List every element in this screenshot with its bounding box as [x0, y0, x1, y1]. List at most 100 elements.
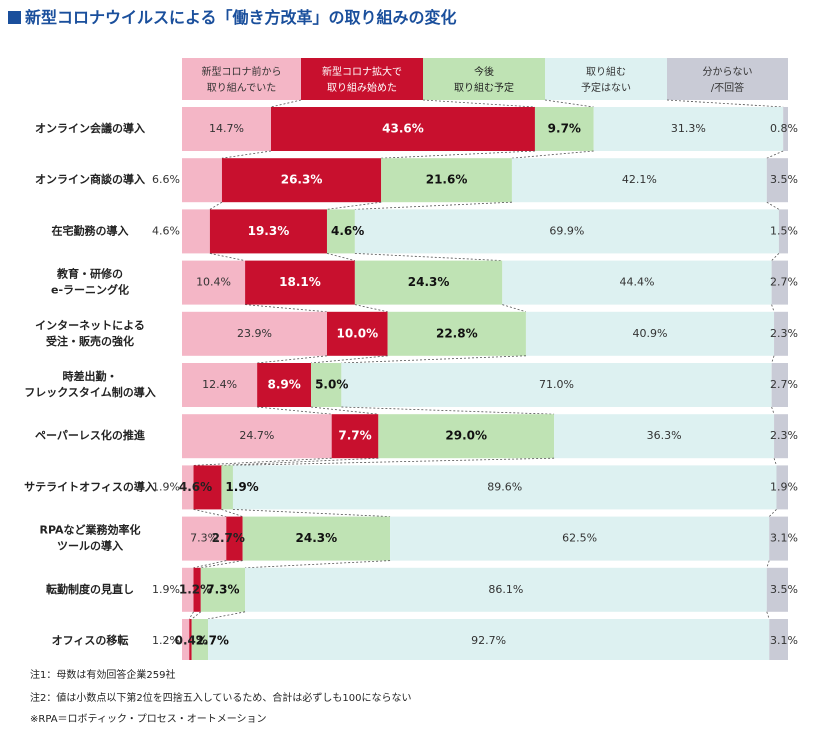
- bar-segment: [766, 567, 788, 612]
- category-label-5-1: フレックスタイム制の導入: [24, 385, 155, 399]
- value-label: 1.2%: [179, 582, 212, 596]
- row-connector: [341, 406, 555, 415]
- value-label: 5.0%: [315, 378, 348, 392]
- value-label: 1.2%: [152, 634, 180, 647]
- bar-segment: [193, 567, 201, 612]
- legend-label-4-0: 分からない: [703, 66, 753, 78]
- category-label-1-0: オンライン商談の導入: [35, 172, 145, 186]
- legend-label-1-1: 取り組み始めた: [327, 81, 397, 94]
- bar-segment: [270, 107, 535, 151]
- row-connector: [245, 560, 391, 569]
- value-label: 19.3%: [248, 224, 290, 238]
- row-connector: [771, 304, 775, 312]
- row-connector: [511, 150, 594, 159]
- value-label: 3.5%: [770, 583, 798, 596]
- legend-box-1: [301, 58, 423, 100]
- category-label-10-0: オフィスの移転: [52, 633, 129, 647]
- row-connector: [326, 201, 382, 210]
- category-label-7-0: サテライトオフィスの導入: [24, 479, 156, 493]
- row-connector: [193, 509, 227, 517]
- value-label: 1.5%: [770, 224, 798, 237]
- bar-segment: [341, 363, 772, 407]
- bar-segment: [769, 516, 788, 561]
- bar-segment: [209, 209, 327, 254]
- bar-segment: [554, 414, 775, 459]
- value-label: 86.1%: [488, 583, 523, 596]
- bar-segment: [182, 311, 327, 356]
- value-label: 14.7%: [209, 122, 244, 135]
- bar-segment: [354, 260, 503, 305]
- row-connector: [311, 355, 388, 364]
- value-label: 7.7%: [338, 429, 371, 443]
- value-label: 40.9%: [633, 327, 668, 340]
- value-label: 3.1%: [770, 532, 798, 545]
- row-connector: [773, 458, 777, 466]
- legend-connector-1: [270, 99, 302, 108]
- category-label-0-0: オンライン会議の導入: [35, 121, 145, 135]
- row-connector: [221, 509, 243, 517]
- row-connector: [311, 406, 379, 415]
- legend-label-0-1: 取り組んでいた: [207, 81, 277, 94]
- bar-segment: [769, 619, 788, 660]
- value-label: 21.6%: [426, 173, 468, 187]
- value-label: 0.4%: [175, 634, 208, 648]
- bar-segment: [182, 567, 194, 612]
- row-connector: [232, 457, 555, 466]
- value-label: 24.3%: [408, 275, 450, 289]
- value-label: 2.3%: [770, 429, 798, 442]
- bar-segment: [191, 619, 209, 660]
- value-label: 42.1%: [622, 173, 657, 186]
- value-label: 12.4%: [202, 378, 237, 391]
- legend-label-2-1: 取り組む予定: [454, 81, 514, 94]
- value-label: 22.8%: [436, 326, 478, 340]
- value-label: 43.6%: [382, 122, 424, 136]
- row-connector: [766, 150, 784, 159]
- row-connector: [354, 304, 388, 313]
- value-label: 4.6%: [179, 480, 212, 494]
- category-label-3-1: e-ラーニング化: [51, 283, 129, 297]
- bar-segment: [182, 158, 222, 203]
- note-1: 注1：母数は有効回答企業259社: [30, 670, 176, 681]
- value-label: 2.3%: [770, 327, 798, 340]
- value-label: 10.4%: [196, 276, 231, 289]
- bar-segment: [189, 619, 192, 660]
- bar-segment: [326, 311, 388, 356]
- row-connector: [200, 560, 243, 569]
- row-connector: [209, 253, 246, 261]
- bar-segment: [208, 619, 770, 660]
- value-label: 3.1%: [770, 634, 798, 647]
- value-label: 2.7%: [196, 634, 229, 648]
- row-connector: [221, 457, 379, 466]
- value-label: 4.6%: [331, 224, 364, 238]
- bar-segment: [232, 465, 777, 510]
- legend-label-0-0: 新型コロナ前から: [202, 65, 282, 78]
- value-label: 26.3%: [281, 173, 323, 187]
- value-label: 92.7%: [471, 634, 506, 647]
- row-connector: [232, 509, 391, 517]
- value-label: 2.7%: [212, 531, 245, 545]
- bar-segment: [771, 363, 788, 407]
- legend-connector-3: [544, 99, 594, 108]
- bar-segment: [242, 516, 391, 561]
- row-connector: [341, 355, 526, 364]
- row-connector: [207, 611, 246, 620]
- row-connector: [502, 304, 527, 313]
- bar-segment: [774, 311, 788, 356]
- bar-segment: [354, 209, 779, 254]
- value-label: 44.4%: [619, 276, 654, 289]
- bar-segment: [182, 209, 210, 254]
- row-connector: [193, 560, 227, 569]
- row-connector: [771, 355, 775, 364]
- bar-segment: [778, 209, 788, 254]
- bar-segment: [182, 414, 332, 459]
- bar-segment: [378, 414, 555, 459]
- bar-segment: [221, 465, 233, 510]
- value-label: 1.9%: [770, 480, 798, 493]
- row-connector: [245, 304, 328, 313]
- value-label: 1.9%: [152, 480, 180, 493]
- value-label: 89.6%: [487, 480, 522, 493]
- row-connector: [191, 611, 202, 620]
- legend-box-4: [667, 58, 788, 100]
- value-label: 31.3%: [671, 122, 706, 135]
- bar-segment: [257, 363, 312, 407]
